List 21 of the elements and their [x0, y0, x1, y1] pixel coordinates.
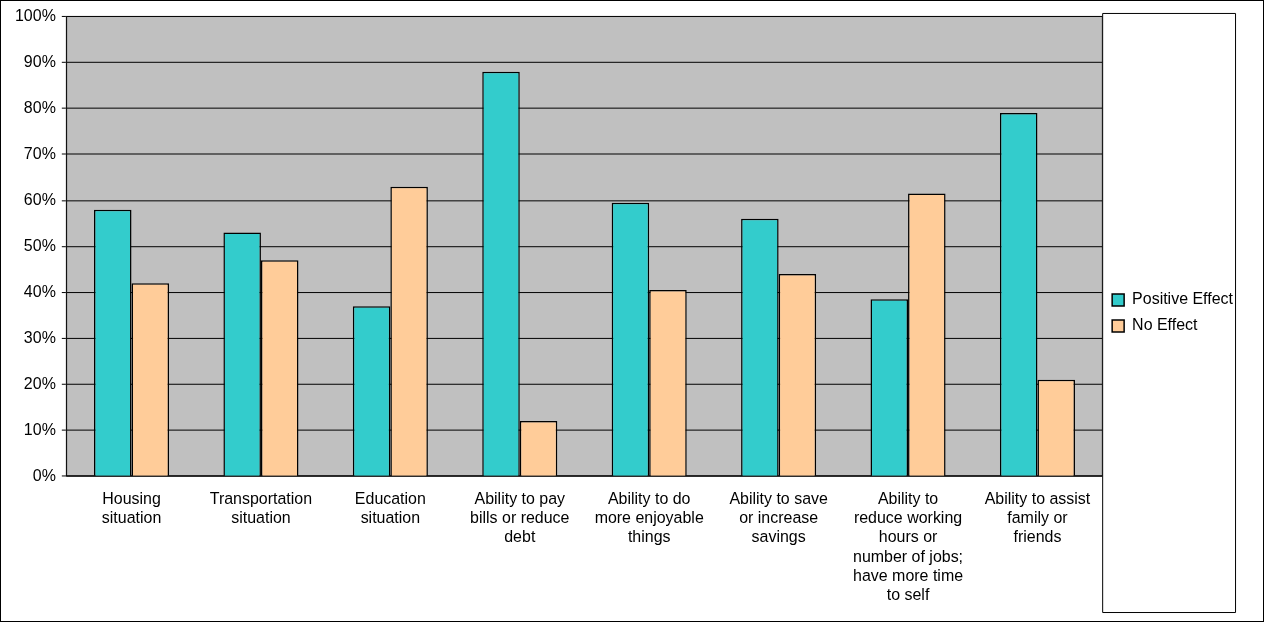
x-tick-label: Housing situation [101, 490, 162, 527]
y-tick-label: 30% [23, 328, 56, 346]
x-tick-label: Ability to assist family or friends [984, 490, 1091, 546]
legend-label: Positive Effect [1132, 290, 1234, 308]
legend-label: No Effect [1132, 316, 1199, 334]
y-tick-label: 0% [32, 466, 56, 484]
x-tick-label: Education situation [354, 490, 426, 527]
y-tick-label: 70% [23, 144, 56, 162]
x-tick-label: Ability to do more enjoyable things [594, 490, 704, 546]
y-tick-label: 10% [23, 420, 56, 438]
x-tick-label: Transportation situation [209, 490, 313, 527]
y-tick-label: 50% [23, 236, 56, 254]
y-tick-label: 90% [23, 52, 56, 70]
y-tick-label: 100% [14, 6, 56, 24]
x-tick-label: Ability to save or increase savings [729, 490, 828, 546]
x-tick-label: Ability to pay bills or reduce debt [470, 490, 570, 546]
y-tick-label: 40% [23, 282, 56, 300]
y-tick-label: 80% [23, 98, 56, 116]
y-tick-label: 60% [23, 190, 56, 208]
y-tick-label: 20% [23, 374, 56, 392]
x-tick-label: Ability to reduce working hours or number of jobs; have more time to self [853, 490, 964, 603]
